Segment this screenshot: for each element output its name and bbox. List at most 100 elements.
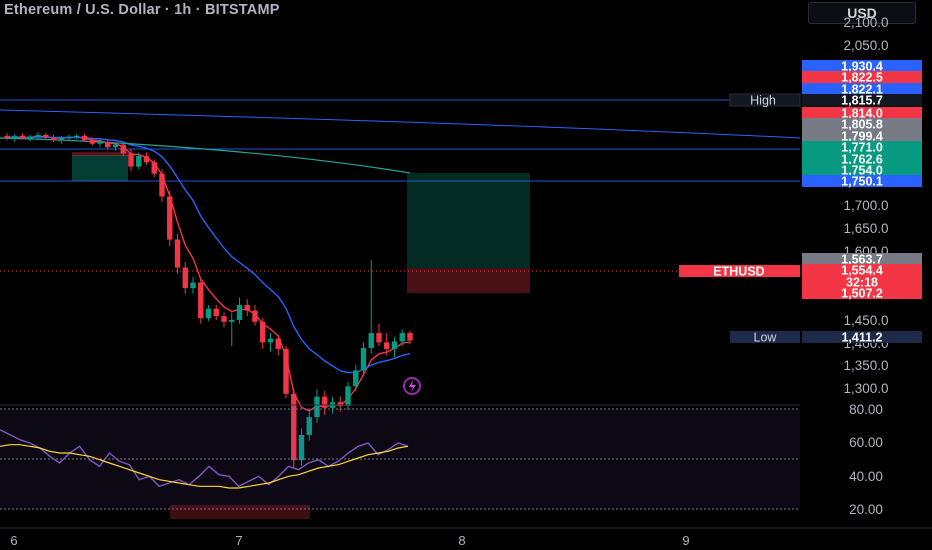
candle-body [252,310,258,322]
candle[interactable] [89,137,95,146]
range-box-top [72,152,128,156]
candle-body [314,396,320,418]
price-tag: 1,411.2 [802,331,922,345]
candle[interactable] [182,261,188,294]
candle[interactable] [391,336,398,358]
high-tag: High [729,93,801,108]
candle-body [128,153,134,167]
candle-body [267,338,274,343]
candle-body [112,144,119,148]
candle[interactable] [105,139,111,150]
symbol-tag[interactable]: ETHUSD [679,265,800,279]
take-profit-zone[interactable] [407,173,530,268]
price-tag-label: 32:18 [846,276,878,290]
price-tag-label: 1,814.0 [841,107,883,121]
candle[interactable] [205,304,212,321]
candle[interactable] [167,191,173,247]
high-tag-label: High [750,94,776,108]
candle-body [229,319,235,322]
candle[interactable] [353,364,359,391]
price-tag: 1,805.8 [802,118,922,132]
candle-body [58,138,64,141]
candle-body [159,173,165,197]
candle[interactable] [97,138,103,148]
price-tag: 1,815.7 [802,94,922,108]
candle[interactable] [399,329,405,347]
candle[interactable] [50,134,57,142]
candle-body [322,396,328,408]
candle[interactable] [291,388,297,468]
price-tag-label: 1,762.6 [841,153,883,167]
currency-button[interactable]: USD [808,2,916,24]
candle[interactable] [298,428,305,466]
candle[interactable] [368,260,374,354]
candle[interactable] [260,318,266,349]
price-tag-label: 1,754.0 [841,164,883,178]
candle[interactable] [198,279,204,324]
candle[interactable] [74,134,80,140]
candle[interactable] [229,312,235,347]
candle[interactable] [136,152,142,170]
candle-body [221,316,227,322]
price-tick-label: 1,450.0 [843,313,888,328]
candle[interactable] [236,297,243,324]
price-tick-label: 1,350.0 [843,358,888,373]
candle[interactable] [27,134,33,142]
candle[interactable] [221,312,227,328]
candle[interactable] [360,342,367,375]
candle-body [283,348,289,394]
candle[interactable] [174,233,181,274]
candle[interactable] [376,323,382,347]
candle-body [19,135,26,139]
candle[interactable] [81,134,88,142]
price-tag-label: 1,799.4 [841,130,883,144]
candle[interactable] [384,333,390,356]
candle[interactable] [19,133,26,140]
candle[interactable] [244,299,250,317]
candle[interactable] [66,134,72,142]
price-tag-label: 1,411.2 [841,331,882,345]
candle[interactable] [112,141,119,151]
candle-body [236,304,243,320]
candle[interactable] [35,132,41,139]
candle-body [143,156,150,163]
candle[interactable] [275,334,281,356]
candle-body [50,137,57,141]
stop-loss-zone[interactable] [407,268,530,293]
candle[interactable] [12,134,18,142]
candle-body [260,321,266,343]
price-tag-label: 1,771.0 [841,141,883,155]
lightning-icon[interactable] [403,377,421,395]
candle[interactable] [306,411,312,441]
candle[interactable] [143,152,150,165]
price-tag: 1,814.0 [802,107,922,121]
rsi-tick-label: 80.00 [849,402,883,417]
candle[interactable] [128,149,134,172]
price-tick-label: 1,700.0 [843,198,888,213]
candle[interactable] [252,304,258,326]
candle[interactable] [120,142,126,157]
time-tick-label: 6 [10,533,17,548]
candle[interactable] [322,391,328,416]
chart-title: Ethereum / U.S. Dollar · 1h · BITSTAMP [4,2,280,18]
candle[interactable] [4,133,10,141]
candle[interactable] [190,276,196,294]
candle[interactable] [151,159,157,178]
price-tag-label: 1,554.4 [841,264,883,278]
candle[interactable] [58,135,64,144]
candle[interactable] [314,389,320,423]
candle[interactable] [407,331,413,345]
candle[interactable] [267,333,274,352]
price-tag-label: 1,930.4 [841,60,883,74]
price-tag-label: 1,822.1 [841,83,883,97]
rsi-tick-label: 40.00 [849,469,883,484]
ema-fast-line [6,135,411,412]
price-tag-label: 1,507.2 [841,287,883,301]
candle[interactable] [283,346,289,399]
candle[interactable] [159,169,165,202]
range-box[interactable] [72,155,128,181]
candle[interactable] [43,133,49,140]
candle[interactable] [213,304,219,320]
